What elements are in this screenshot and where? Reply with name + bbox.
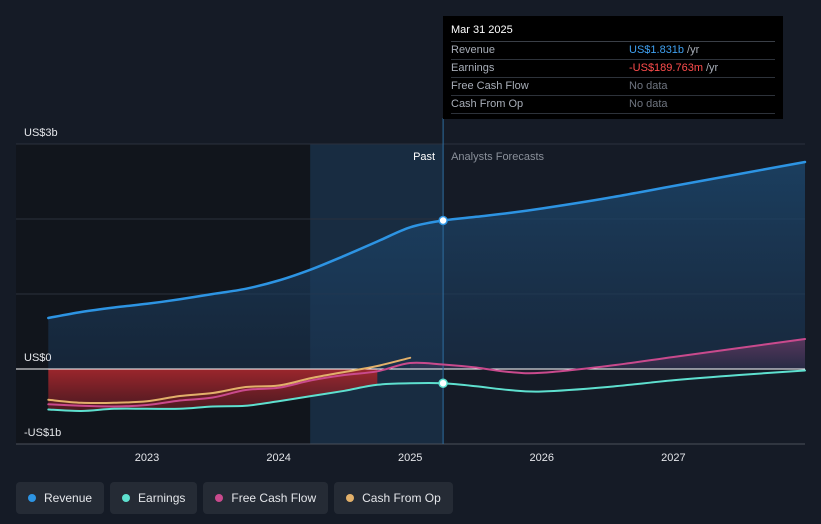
earnings-line xyxy=(47,369,806,413)
tooltip-row-fcf: Free Cash Flow No data xyxy=(451,78,775,96)
legend-dot-icon xyxy=(28,494,36,502)
tooltip-value: -US$189.763m/yr xyxy=(629,60,718,77)
x-tick-label: 2026 xyxy=(530,452,554,464)
legend-label: Earnings xyxy=(138,491,186,505)
tooltip-date: Mar 31 2025 xyxy=(451,22,775,42)
negative-earnings-area xyxy=(48,369,378,411)
unit: /yr xyxy=(706,62,719,74)
revenue-marker xyxy=(438,215,448,226)
legend-revenue[interactable]: Revenue xyxy=(16,482,105,514)
tooltip-value: No data xyxy=(629,98,668,110)
free-cash-flow-line xyxy=(47,338,806,408)
tooltip-row-revenue: Revenue US$1.831b/yr xyxy=(451,42,775,60)
revenue-area xyxy=(48,162,806,369)
revenue-line xyxy=(47,160,807,320)
tooltip-label: Free Cash Flow xyxy=(451,80,529,92)
y-axis-label: US$3b xyxy=(24,127,58,139)
legend-dot-icon xyxy=(346,494,355,502)
legend-dot-icon xyxy=(215,494,224,502)
x-tick-label: 2023 xyxy=(135,452,159,464)
tooltip-value: No data xyxy=(629,80,668,92)
legend-cash-from-op[interactable]: Cash From Op xyxy=(334,482,453,514)
tooltip: Mar 31 2025 Revenue US$1.831b/yr Earning… xyxy=(443,16,783,119)
x-tick-label: 2027 xyxy=(661,452,685,464)
past-label: Past xyxy=(413,151,435,163)
tooltip-label: Revenue xyxy=(451,44,496,56)
legend-label: Free Cash Flow xyxy=(231,491,317,505)
legend-earnings[interactable]: Earnings xyxy=(110,482,198,514)
earnings-value: -US$189.763m xyxy=(629,62,703,74)
cash-from-op-line xyxy=(47,356,412,405)
x-tick-label: 2024 xyxy=(266,452,290,464)
tooltip-label: Cash From Op xyxy=(451,98,524,110)
tooltip-row-earnings: Earnings -US$189.763m/yr xyxy=(451,60,775,78)
tooltip-label: Earnings xyxy=(451,62,495,74)
legend-label: Revenue xyxy=(44,491,93,505)
unit: /yr xyxy=(687,44,700,56)
legend-dot-icon xyxy=(122,494,131,502)
forecast-label: Analysts Forecasts xyxy=(451,151,544,163)
y-axis-label: US$0 xyxy=(24,352,52,364)
legend-label: Cash From Op xyxy=(362,491,441,505)
earnings-marker xyxy=(438,378,448,388)
legend-free-cash-flow[interactable]: Free Cash Flow xyxy=(203,482,329,514)
tooltip-row-cfo: Cash From Op No data xyxy=(451,96,775,114)
tooltip-value: US$1.831b/yr xyxy=(629,42,699,59)
x-tick-label: 2025 xyxy=(398,452,422,464)
legend: Revenue Earnings Free Cash Flow Cash Fro… xyxy=(16,482,453,516)
y-axis-label: -US$1b xyxy=(24,427,61,439)
revenue-value: US$1.831b xyxy=(629,44,685,56)
fcf-area xyxy=(410,339,805,374)
